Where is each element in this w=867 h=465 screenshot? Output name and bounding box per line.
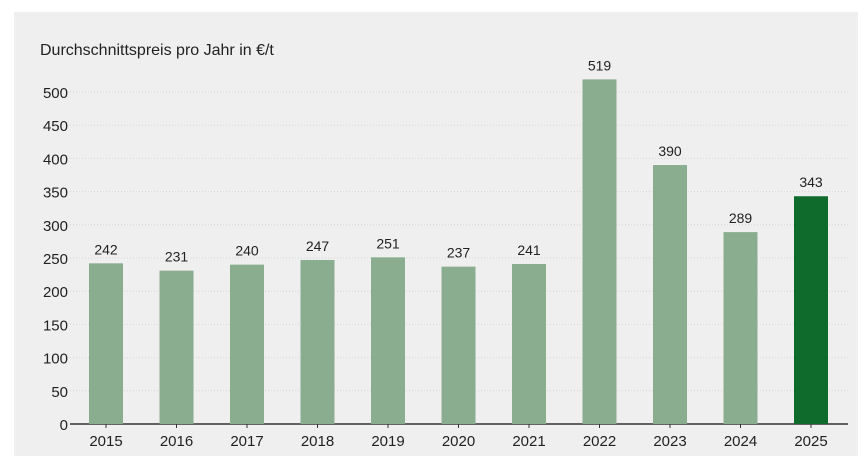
x-tick-label: 2019: [371, 433, 404, 450]
bar: [653, 165, 687, 425]
data-label: 242: [94, 241, 118, 257]
data-label: 240: [235, 243, 259, 259]
y-tick-label: 150: [43, 317, 68, 334]
bar: [723, 232, 758, 424]
data-label: 231: [165, 249, 189, 265]
y-tick-label: 100: [43, 351, 68, 368]
x-tick-label: 2025: [794, 433, 827, 450]
data-label: 241: [517, 242, 541, 258]
y-tick-label: 50: [51, 384, 68, 401]
x-tick-label: 2015: [89, 433, 122, 450]
y-tick-label: 400: [43, 151, 68, 168]
data-label: 343: [799, 174, 823, 190]
data-label: 519: [588, 57, 612, 73]
x-tick-label: 2022: [583, 433, 616, 450]
x-tick-label: 2020: [442, 433, 475, 450]
y-tick-label: 300: [43, 218, 68, 235]
data-label: 251: [376, 235, 400, 251]
x-tick-label: 2023: [653, 433, 686, 450]
x-tick-label: 2017: [230, 433, 263, 450]
bar: [230, 264, 264, 424]
y-tick-label: 350: [43, 185, 68, 202]
bar: [582, 79, 617, 424]
bar: [512, 263, 546, 424]
x-tick-label: 2018: [301, 433, 334, 450]
bar: [300, 259, 335, 424]
x-tick-label: 2021: [512, 433, 545, 450]
y-tick-label: 250: [43, 251, 68, 268]
data-label: 289: [729, 210, 753, 226]
bar: [441, 266, 476, 424]
data-label: 237: [447, 245, 471, 261]
y-tick-label: 200: [43, 284, 68, 301]
bar: [159, 270, 194, 424]
x-tick-label: 2024: [724, 433, 757, 450]
data-label: 390: [658, 143, 682, 159]
x-tick-label: 2016: [160, 433, 193, 450]
bar: [89, 263, 123, 424]
chart-panel: [14, 12, 858, 456]
y-tick-label: 450: [43, 118, 68, 135]
y-tick-label: 0: [60, 417, 68, 434]
data-label: 247: [306, 238, 330, 254]
y-tick-label: 500: [43, 85, 68, 102]
bar: [794, 196, 828, 424]
chart-title: Durchschnittspreis pro Jahr in €/t: [40, 42, 274, 59]
bar: [371, 257, 405, 424]
